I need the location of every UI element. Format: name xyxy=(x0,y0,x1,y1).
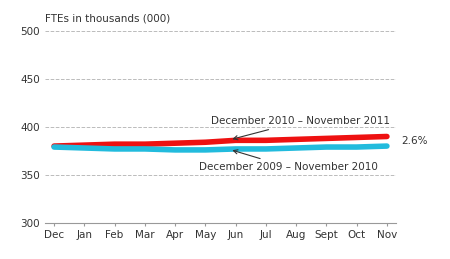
Text: FTEs in thousands (000): FTEs in thousands (000) xyxy=(45,13,170,23)
Text: December 2009 – November 2010: December 2009 – November 2010 xyxy=(199,150,378,172)
Text: December 2010 – November 2011: December 2010 – November 2011 xyxy=(212,116,391,140)
Text: 2.6%: 2.6% xyxy=(401,136,427,146)
